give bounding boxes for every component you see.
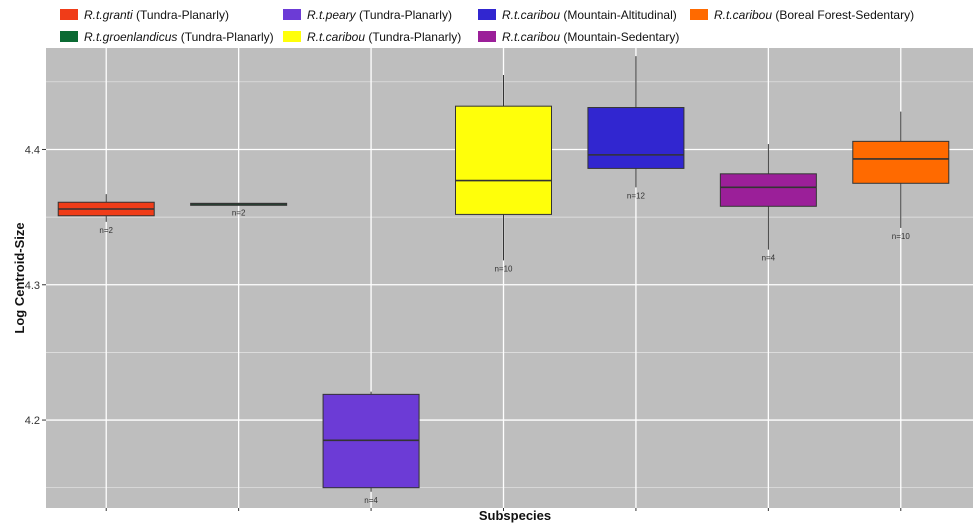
box-body	[719, 173, 817, 207]
legend-label-habitat: (Mountain-Altitudinal)	[560, 8, 677, 22]
box-2: n=2	[190, 202, 288, 217]
legend-item: R.t.granti (Tundra-Planarly)	[60, 8, 229, 22]
y-tick-label: 4.3	[25, 280, 40, 292]
legend-label: R.t.peary (Tundra-Planarly)	[307, 8, 452, 22]
legend-label-habitat: (Tundra-Planarly)	[177, 30, 273, 44]
box-3: n=4	[322, 391, 420, 505]
legend-swatch	[690, 9, 708, 20]
sample-size-label: n=2	[99, 226, 113, 235]
box-7: n=10	[852, 111, 950, 241]
legend-swatch	[283, 9, 301, 20]
legend-label-species: R.t.caribou	[307, 30, 365, 44]
y-tick-label: 4.4	[25, 144, 40, 156]
legend-label-species: R.t.caribou	[502, 30, 560, 44]
sample-size-label: n=12	[627, 191, 646, 200]
legend-label: R.t.caribou (Mountain-Sedentary)	[502, 30, 679, 44]
legend-item: R.t.caribou (Tundra-Planarly)	[283, 30, 461, 44]
legend-swatch	[283, 31, 301, 42]
y-axis-title: Log Centroid-Size	[12, 222, 27, 333]
legend-label: R.t.caribou (Mountain-Altitudinal)	[502, 8, 677, 22]
legend-label-habitat: (Tundra-Planarly)	[356, 8, 452, 22]
y-tick-label: 4.2	[25, 415, 40, 427]
box-body	[852, 140, 950, 184]
y-axis: 4.2 4.3 4.4	[25, 144, 902, 511]
legend-label-species: R.t.caribou	[502, 8, 560, 22]
legend-item: R.t.caribou (Mountain-Altitudinal)	[478, 8, 677, 22]
legend-label: R.t.caribou (Tundra-Planarly)	[307, 30, 461, 44]
legend-label: R.t.granti (Tundra-Planarly)	[84, 8, 229, 22]
legend-label-species: R.t.peary	[307, 8, 357, 22]
box-4: n=10	[455, 75, 552, 273]
legend-label-species: R.t.granti	[84, 8, 133, 22]
sample-size-label: n=4	[364, 496, 378, 505]
legend-label: R.t.caribou (Boreal Forest-Sedentary)	[714, 8, 914, 22]
legend-label-habitat: (Mountain-Sedentary)	[560, 30, 679, 44]
legend-label-habitat: (Boreal Forest-Sedentary)	[772, 8, 914, 22]
box-1: n=2	[57, 194, 155, 235]
legend-label-habitat: (Tundra-Planarly)	[365, 30, 461, 44]
x-axis-title: Subspecies	[479, 508, 551, 523]
legend-swatch	[60, 9, 78, 20]
sample-size-label: n=2	[232, 208, 246, 217]
box-6: n=4	[719, 144, 817, 263]
legend-label-species: R.t.groenlandicus	[84, 30, 177, 44]
legend-item: R.t.caribou (Boreal Forest-Sedentary)	[690, 8, 914, 22]
legend-swatch	[60, 31, 78, 42]
box-body	[587, 107, 685, 169]
legend-swatch	[478, 31, 496, 42]
legend-label-habitat: (Tundra-Planarly)	[133, 8, 229, 22]
legend-swatch	[478, 9, 496, 20]
legend-label-species: R.t.caribou	[714, 8, 772, 22]
legend-label: R.t.groenlandicus (Tundra-Planarly)	[84, 30, 274, 44]
legend-item: R.t.peary (Tundra-Planarly)	[283, 8, 452, 22]
sample-size-label: n=4	[762, 254, 776, 263]
sample-size-label: n=10	[892, 232, 911, 241]
legend-item: R.t.groenlandicus (Tundra-Planarly)	[60, 30, 274, 44]
legend-item: R.t.caribou (Mountain-Sedentary)	[478, 30, 679, 44]
boxes: n=2 n=2 n=4 n=10 n=12 n=4 n=10	[57, 56, 950, 505]
sample-size-label: n=10	[494, 264, 513, 273]
box-body	[455, 105, 552, 215]
legend: R.t.granti (Tundra-Planarly) R.t.peary (T…	[60, 8, 914, 44]
box-5: n=12	[587, 56, 685, 200]
